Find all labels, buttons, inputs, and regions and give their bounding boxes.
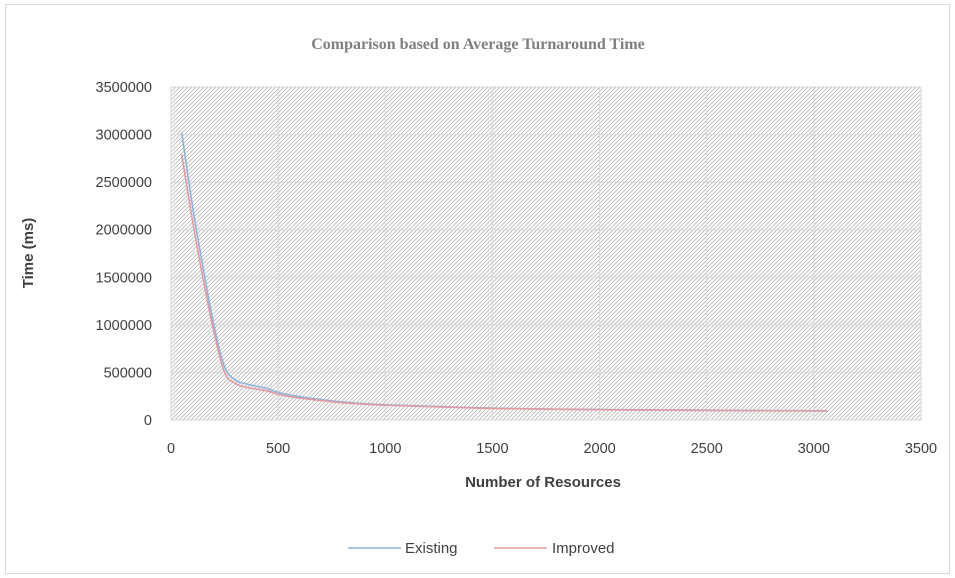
x-axis-title: Number of Resources	[465, 474, 621, 491]
y-axis-title: Time (ms)	[20, 218, 37, 289]
x-tick-label: 3500	[905, 441, 937, 457]
y-tick-label: 2000000	[96, 223, 152, 239]
x-tick-label: 3000	[798, 441, 830, 457]
x-tick-label: 1000	[369, 441, 401, 457]
series-line-improved	[180, 154, 828, 412]
x-tick-label: 2000	[583, 441, 615, 457]
y-axis-ticks: 0 500000 1000000 1500000 2000000 2500000 30000…	[96, 80, 152, 429]
plot-area	[171, 87, 921, 420]
series-lines	[180, 132, 828, 412]
x-axis-ticks: 0 500 1000 1500 2000 2500 3000 3500	[167, 441, 937, 457]
legend-label-improved: Improved	[552, 540, 615, 557]
x-tick-label: 2500	[691, 441, 723, 457]
chart-frame: Comparison based on Average Turnaround T…	[5, 4, 950, 574]
y-tick-label: 3000000	[96, 128, 152, 144]
y-tick-label: 1500000	[96, 270, 152, 286]
x-tick-label: 0	[167, 441, 175, 457]
y-tick-label: 1000000	[96, 318, 152, 334]
y-tick-label: 3500000	[96, 80, 152, 96]
y-tick-label: 0	[144, 413, 152, 429]
y-tick-label: 500000	[104, 365, 152, 381]
x-tick-label: 1500	[476, 441, 508, 457]
legend: Existing Improved	[348, 540, 615, 557]
x-tick-label: 500	[266, 441, 290, 457]
y-tick-label: 2500000	[96, 175, 152, 191]
line-chart: Comparison based on Average Turnaround T…	[20, 36, 937, 557]
gridlines	[170, 86, 922, 421]
chart-title: Comparison based on Average Turnaround T…	[311, 36, 645, 53]
legend-label-existing: Existing	[405, 540, 458, 557]
